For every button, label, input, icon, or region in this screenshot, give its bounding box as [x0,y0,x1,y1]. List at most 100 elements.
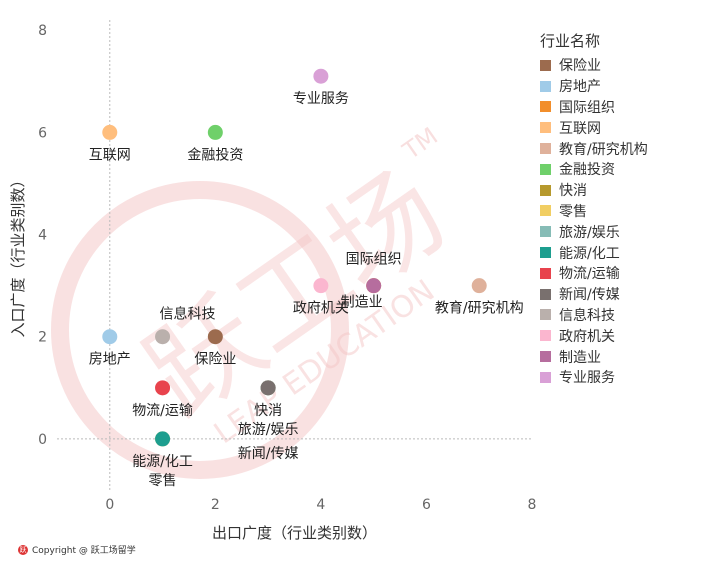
legend-item[interactable]: 金融投资 [540,159,648,180]
legend-item[interactable]: 专业服务 [540,367,648,388]
legend-item[interactable]: 教育/研究机构 [540,138,648,159]
point-label: 教育/研究机构 [435,301,524,317]
y-tick-label: 4 [38,228,47,244]
legend-swatch [540,143,551,155]
legend-item[interactable]: 国际组织 [540,97,648,118]
legend-label: 政府机关 [559,328,615,345]
legend-swatch [540,330,551,342]
legend-swatch [540,59,551,71]
legend-label: 互联网 [559,120,601,137]
legend-swatch [540,226,551,238]
logo-icon: 跃 [18,544,28,555]
x-tick-label: 0 [105,497,114,513]
legend-item[interactable]: 新闻/传媒 [540,284,648,305]
legend-item[interactable]: 旅游/娱乐 [540,221,648,242]
point-label: 快消 [254,403,282,419]
point-label: 政府机关 [293,301,349,317]
point-label: 房地产 [89,352,131,368]
point-label: 保险业 [194,352,236,368]
legend-swatch [540,184,551,196]
y-tick-label: 8 [38,23,47,39]
data-point [313,278,329,294]
point-label: 能源/化工 [132,454,193,470]
legend-swatch [540,205,551,217]
copyright-text: Copyright @ 跃工场留学 [32,546,136,556]
legend-label: 能源/化工 [559,245,620,262]
legend-swatch [540,80,551,92]
footer: 跃 Copyright @ 跃工场留学 [18,543,136,556]
legend-swatch [540,122,551,134]
legend-label: 信息科技 [559,307,615,324]
x-tick-label: 2 [211,497,220,513]
x-tick-label: 8 [528,497,537,513]
legend-item[interactable]: 能源/化工 [540,242,648,263]
point-label: 国际组织 [346,252,402,268]
legend-items: 保险业房地产国际组织互联网教育/研究机构 金融投资快消零售旅游/娱乐能源/化工物流… [540,55,648,388]
y-axis-title: 入口广度（行业类别数） [9,172,27,337]
legend-swatch [540,288,551,300]
legend: 行业名称 保险业房地产国际组织互联网教育/研究机构 金融投资快消零售旅游/娱乐能源… [540,30,648,388]
legend-item[interactable]: 互联网 [540,117,648,138]
legend-title: 行业名称 [540,32,601,50]
legend-item[interactable]: 物流/运输 [540,263,648,284]
legend-swatch [540,101,551,113]
legend-label: 教育/研究机构 [559,141,648,158]
legend-swatch [540,247,551,259]
data-point [313,68,329,84]
point-label: 旅游/娱乐 [238,422,299,438]
point-label: 新闻/传媒 [238,446,299,462]
point-label: 制造业 [341,295,383,311]
legend-item[interactable]: 房地产 [540,76,648,97]
legend-label: 零售 [559,203,587,220]
point-label: 零售 [149,473,177,489]
legend-item[interactable]: 信息科技 [540,305,648,326]
data-point [155,431,171,447]
legend-label: 国际组织 [559,99,615,116]
point-label: 金融投资 [187,147,243,163]
legend-label: 房地产 [559,79,601,96]
data-point [366,278,382,294]
legend-label: 制造业 [559,349,601,366]
data-point [207,124,223,140]
point-label: 信息科技 [160,306,216,323]
data-point [207,329,223,345]
legend-label: 物流/运输 [559,266,620,283]
data-point [260,380,276,396]
legend-label: 新闻/传媒 [559,287,620,304]
legend-item[interactable]: 制造业 [540,346,648,367]
legend-item[interactable]: 政府机关 [540,325,648,346]
y-tick-label: 6 [38,125,47,141]
legend-swatch [540,371,551,383]
data-points [102,68,487,447]
legend-label: 旅游/娱乐 [559,224,620,241]
legend-item[interactable]: 快消 [540,180,648,201]
legend-label: 保险业 [559,58,601,75]
legend-label: 专业服务 [559,370,615,387]
point-label: 物流/运输 [132,403,193,419]
legend-swatch [540,351,551,363]
data-point [155,380,171,396]
legend-item[interactable]: 保险业 [540,55,648,76]
x-axis-title: 出口广度（行业类别数） [212,524,377,542]
data-point [102,329,118,345]
watermark-tm: TM [397,122,443,166]
legend-label: 快消 [559,183,587,200]
reference-lines [57,20,532,490]
data-point [155,329,171,345]
legend-swatch [540,267,551,279]
y-tick-label: 0 [38,432,47,448]
legend-label: 金融投资 [559,162,615,179]
x-tick-label: 4 [316,497,325,513]
legend-swatch [540,309,551,321]
y-tick-label: 2 [38,330,47,346]
x-tick-label: 6 [422,497,431,513]
legend-swatch [540,163,551,175]
point-label: 专业服务 [293,91,349,107]
legend-item[interactable]: 零售 [540,201,648,222]
data-point [102,124,118,140]
data-point [471,278,487,294]
axis-ticks: 0 2 4 6 8 0 2 4 6 8 [38,23,536,513]
point-label: 互联网 [89,147,131,163]
